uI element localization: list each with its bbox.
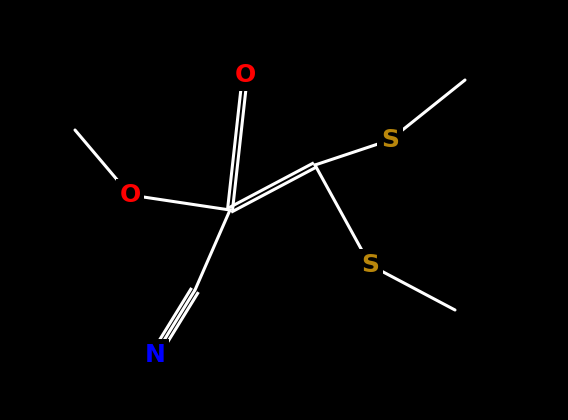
Text: N: N [145,343,165,367]
Text: O: O [235,63,256,87]
Text: S: S [361,253,379,277]
Text: O: O [119,183,141,207]
Text: S: S [381,128,399,152]
